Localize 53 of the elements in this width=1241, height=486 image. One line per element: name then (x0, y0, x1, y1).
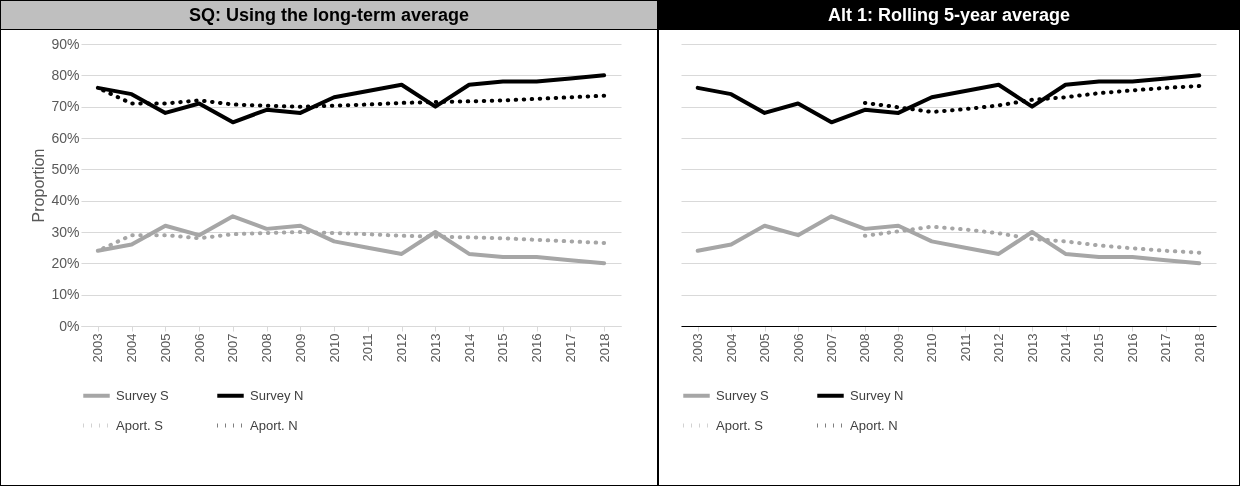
x-tick-label: 2011 (957, 333, 973, 362)
y-tick-label: 30% (51, 223, 80, 240)
x-tick-label: 2011 (360, 333, 376, 362)
y-tick-label: 10% (51, 286, 80, 303)
x-tick-label: 2009 (292, 333, 308, 363)
x-tick-label: 2006 (790, 333, 806, 363)
x-tick-label: 2014 (1058, 333, 1074, 363)
x-tick-label: 2017 (562, 333, 578, 363)
y-tick-label: 50% (51, 160, 80, 177)
x-tick-label: 2006 (191, 333, 207, 363)
legend-label: Survey S (716, 387, 770, 403)
x-tick-label: 2014 (461, 333, 477, 363)
x-tick-label: 2005 (757, 333, 773, 363)
x-tick-label: 2004 (723, 333, 739, 363)
y-tick-label: 60% (51, 129, 80, 146)
legend-label: Aport. S (716, 417, 764, 433)
x-tick-label: 2008 (857, 333, 873, 363)
x-tick-label: 2015 (1091, 333, 1107, 363)
y-axis-title: Proportion (30, 148, 48, 223)
x-tick-label: 2010 (924, 333, 940, 363)
y-tick-label: 40% (51, 192, 80, 209)
legend-label: Survey S (116, 387, 170, 403)
x-tick-label: 2003 (690, 333, 706, 363)
y-tick-label: 0% (59, 317, 80, 334)
y-tick-label: 20% (51, 254, 80, 271)
x-tick-label: 2005 (157, 333, 173, 363)
legend-label: Aport. S (116, 417, 164, 433)
x-tick-label: 2018 (1191, 333, 1207, 363)
x-tick-label: 2007 (823, 333, 839, 363)
x-tick-label: 2013 (427, 333, 443, 363)
legend-label: Survey N (250, 387, 304, 403)
y-tick-label: 90% (51, 35, 80, 52)
x-tick-label: 2008 (259, 333, 275, 363)
x-tick-label: 2012 (991, 333, 1007, 363)
x-tick-label: 2017 (1158, 333, 1174, 363)
x-tick-label: 2012 (394, 333, 410, 363)
legend-label: Aport. N (850, 417, 898, 433)
chart-title: SQ: Using the long-term average (1, 1, 657, 30)
x-tick-label: 2015 (495, 333, 511, 363)
y-tick-label: 80% (51, 66, 80, 83)
x-tick-label: 2010 (326, 333, 342, 363)
x-tick-label: 2007 (225, 333, 241, 363)
y-tick-label: 70% (51, 98, 80, 115)
legend-label: Survey N (850, 387, 904, 403)
x-tick-label: 2004 (124, 333, 140, 363)
x-tick-label: 2016 (1124, 333, 1140, 363)
x-tick-label: 2016 (529, 333, 545, 363)
legend-label: Aport. N (250, 417, 298, 433)
x-tick-label: 2009 (890, 333, 906, 363)
x-tick-label: 2013 (1024, 333, 1040, 363)
chart-title: Alt 1: Rolling 5-year average (659, 1, 1239, 30)
x-tick-label: 2003 (90, 333, 106, 363)
x-tick-label: 2018 (596, 333, 612, 363)
